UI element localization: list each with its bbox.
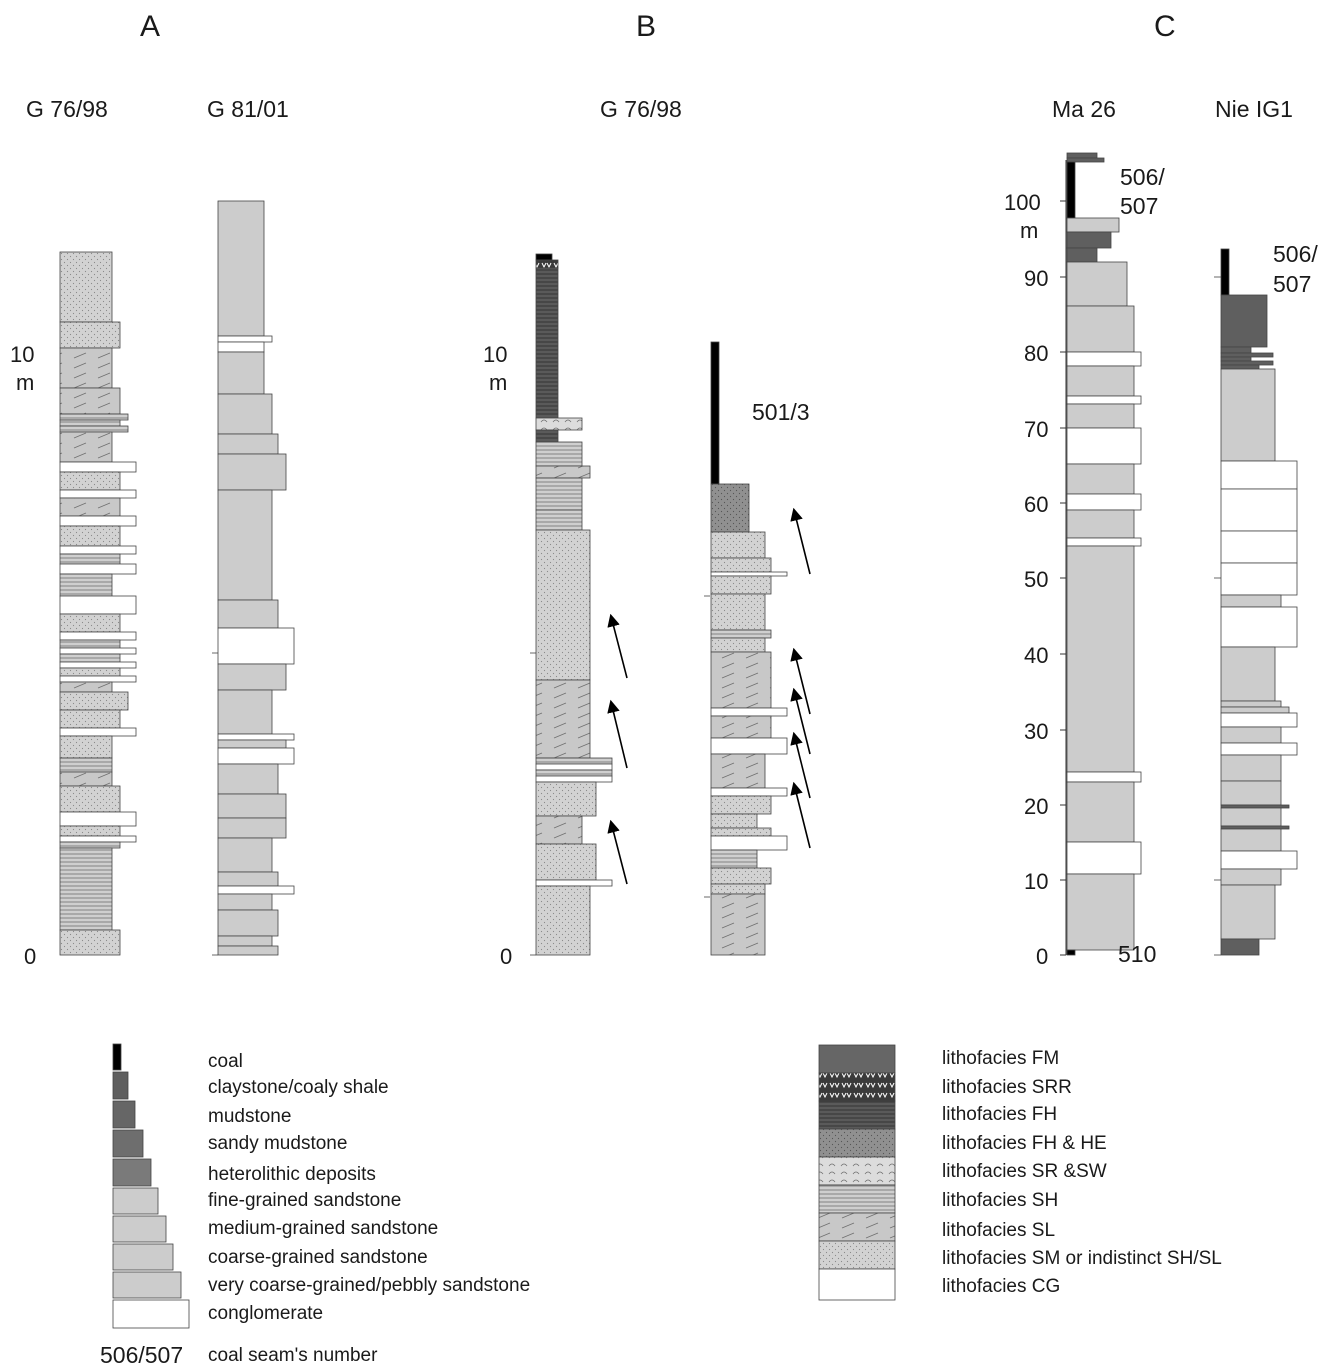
tick-b-10: 10 <box>483 342 507 367</box>
tick-c-100: 100 <box>1004 190 1041 215</box>
tick-a-10: 10 <box>10 342 34 367</box>
well-title-a1: G 76/98 <box>26 96 108 122</box>
trend-arrows <box>607 507 811 885</box>
tick-c-30: 30 <box>1024 719 1048 744</box>
legend-grain-label: coal <box>208 1051 243 1072</box>
tick-c-0: 0 <box>1036 944 1048 969</box>
well-title-c2: Nie IG1 <box>1215 96 1293 122</box>
legend-facies-label: lithofacies FM <box>942 1048 1059 1069</box>
well-title-a2: G 81/01 <box>207 96 289 122</box>
tick-b-m: m <box>489 370 507 395</box>
log-a2 <box>212 200 295 956</box>
tick-c-80: 80 <box>1024 341 1048 366</box>
legend-grain-label: heterolithic deposits <box>208 1164 376 1185</box>
tick-c-60: 60 <box>1024 492 1048 517</box>
log-b2 <box>704 341 788 956</box>
seam-label-c2-a: 506/ <box>1273 241 1318 267</box>
legend-grain-label: fine-grained sandstone <box>208 1190 401 1211</box>
panel-letter-c: C <box>1154 10 1176 43</box>
tick-c-20: 20 <box>1024 794 1048 819</box>
log-b1 <box>530 253 613 956</box>
tick-a-0: 0 <box>24 944 36 969</box>
legend-facies-label: lithofacies FH & HE <box>942 1133 1107 1154</box>
well-title-b1: G 76/98 <box>600 96 682 122</box>
seam-label-c1-a: 506/ <box>1120 164 1165 190</box>
legend-grain-label: very coarse-grained/pebbly sandstone <box>208 1275 530 1296</box>
legend-facies-label: lithofacies CG <box>942 1276 1060 1297</box>
tick-c-90: 90 <box>1024 266 1048 291</box>
legend-grain-label: claystone/coaly shale <box>208 1077 389 1098</box>
tick-c-70: 70 <box>1024 417 1048 442</box>
tick-c-10: 10 <box>1024 869 1048 894</box>
legend-seam-example: 506/507 <box>100 1342 183 1368</box>
tick-a-m: m <box>16 370 34 395</box>
legend-facies-label: lithofacies SH <box>942 1190 1058 1211</box>
legend-grain-label: conglomerate <box>208 1303 323 1324</box>
panel-letter-a: A <box>140 10 160 43</box>
tick-c-40: 40 <box>1024 643 1048 668</box>
legend-grain-label: mudstone <box>208 1106 291 1127</box>
seam-label-b: 501/3 <box>752 399 810 425</box>
legend-facies-label: lithofacies SR &SW <box>942 1161 1107 1182</box>
seam-label-c1-b: 507 <box>1120 193 1158 219</box>
scale-axis-c <box>1060 160 1067 956</box>
panel-letter-b: B <box>636 10 656 43</box>
seam-label-c2-b: 507 <box>1273 271 1311 297</box>
legend-grain <box>112 1043 190 1329</box>
legend-facies-label: lithofacies SL <box>942 1220 1055 1241</box>
legend-facies-label: lithofacies SRR <box>942 1077 1072 1098</box>
legend-seam-text: coal seam's number <box>208 1345 378 1366</box>
tick-c-50: 50 <box>1024 567 1048 592</box>
legend-grain-label: coarse-grained sandstone <box>208 1247 428 1268</box>
seam-label-c1-510: 510 <box>1118 941 1156 967</box>
log-a1 <box>59 251 137 956</box>
legend-facies <box>818 1044 896 1301</box>
log-c2 <box>1214 248 1298 956</box>
legend-facies-label: lithofacies FH <box>942 1104 1057 1125</box>
tick-b-0: 0 <box>500 944 512 969</box>
log-c1 <box>1066 152 1142 956</box>
well-title-c1: Ma 26 <box>1052 96 1116 122</box>
legend-facies-label: lithofacies SM or indistinct SH/SL <box>942 1248 1222 1269</box>
tick-c-m: m <box>1020 218 1038 243</box>
legend-grain-label: medium-grained sandstone <box>208 1218 438 1239</box>
legend-grain-label: sandy mudstone <box>208 1133 347 1154</box>
